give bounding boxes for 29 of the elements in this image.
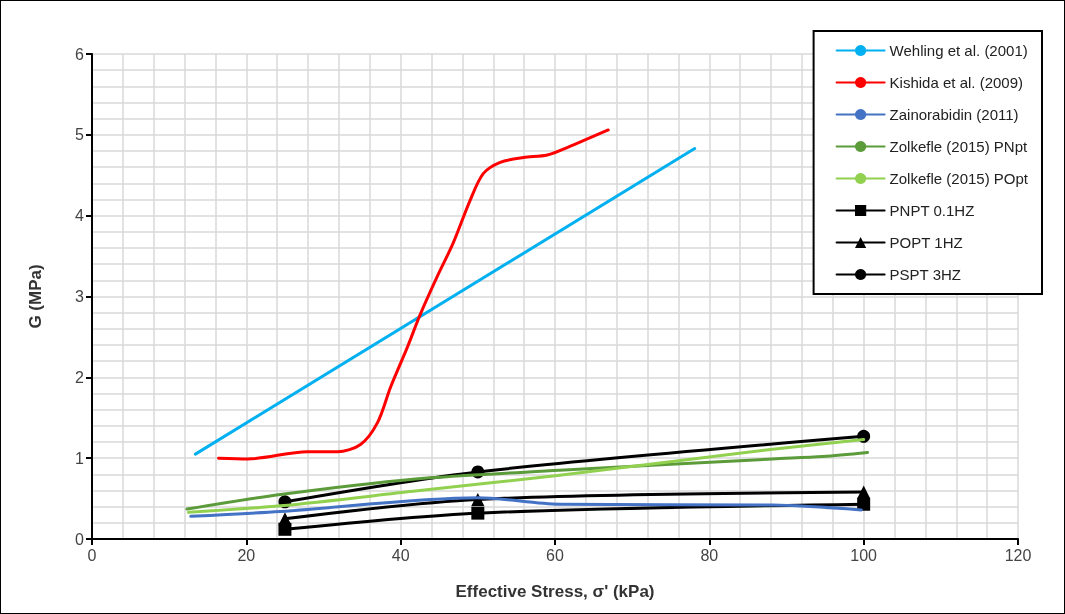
legend-label: PSPT 3HZ (889, 266, 962, 283)
y-tick-label: 5 (75, 126, 85, 144)
legend-label: Zolkefle (2015) POpt (889, 170, 1029, 187)
legend-label: Wehling et al. (2001) (889, 42, 1028, 59)
point (857, 485, 871, 499)
legend-label: PNPT 0.1HZ (889, 202, 975, 219)
y-tick-label: 1 (75, 449, 85, 467)
legend-label: Zainorabidin (2011) (889, 106, 1019, 123)
y-axis-title: G (MPa) (26, 264, 45, 329)
x-tick-label: 40 (391, 546, 410, 564)
point (471, 506, 485, 520)
legend-label: Zolkefle (2015) PNpt (889, 138, 1028, 155)
x-tick-label: 80 (700, 546, 719, 564)
x-axis-title: Effective Stress, σ' (kPa) (455, 582, 655, 601)
legend-label: Kishida et al. (2009) (889, 74, 1024, 91)
x-tick-label: 20 (237, 546, 256, 564)
y-tick-label: 6 (75, 45, 85, 63)
y-tick-label: 3 (75, 288, 85, 305)
x-tick-label: 120 (1004, 546, 1032, 564)
x-tick-label: 0 (87, 546, 97, 564)
point (278, 512, 292, 526)
y-tick-label: 4 (75, 207, 85, 225)
legend-label: POPT 1HZ (889, 234, 963, 251)
line-series (217, 128, 610, 461)
x-tick-label: 60 (546, 546, 564, 564)
line-series (185, 451, 870, 511)
x-tick-label: 100 (850, 546, 878, 564)
y-tick-label: 0 (75, 530, 85, 548)
y-tick-label: 2 (75, 368, 85, 386)
